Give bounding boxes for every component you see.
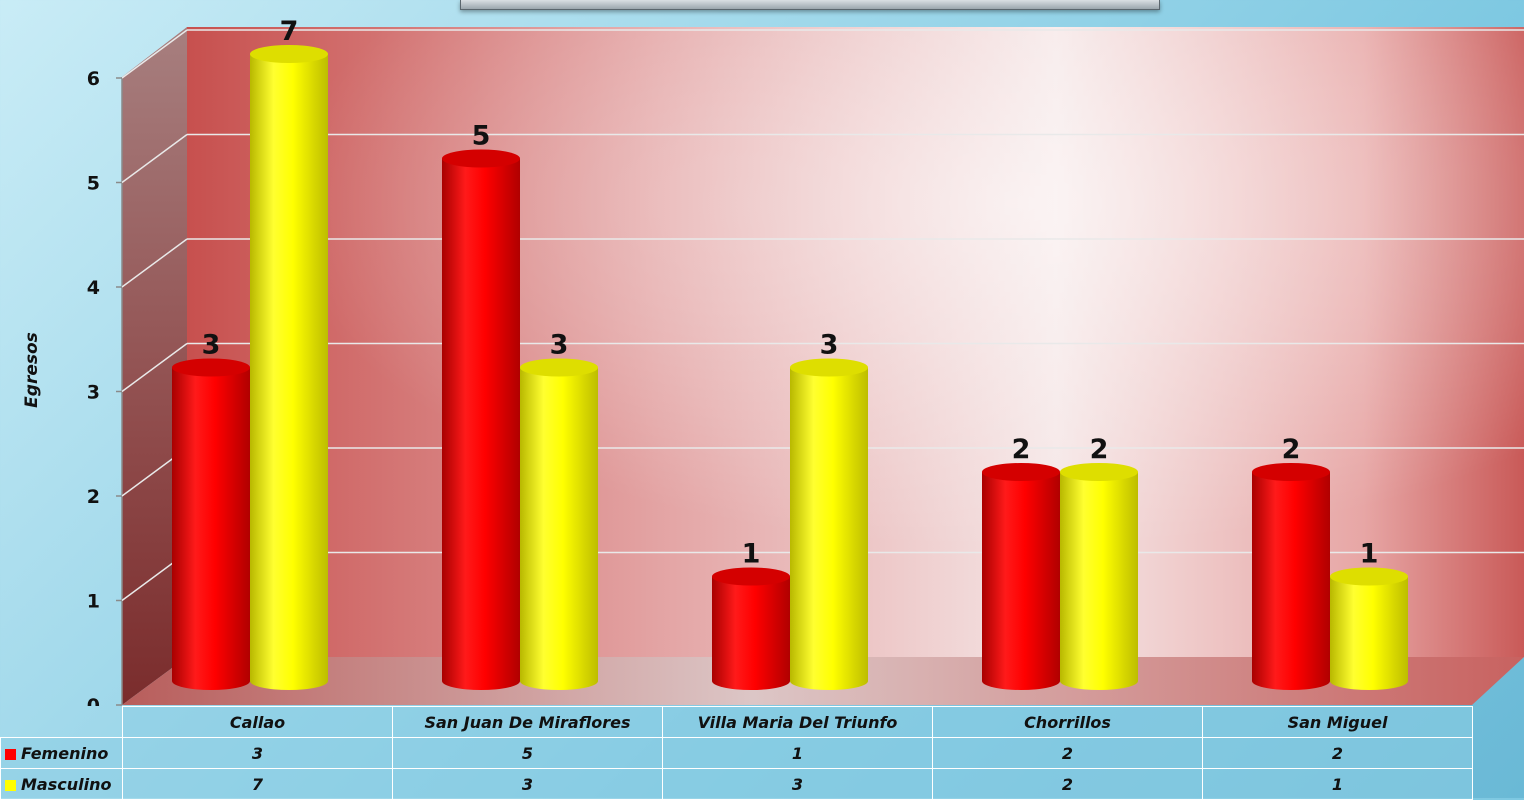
bar-masculino xyxy=(790,358,868,690)
y-tick-label: 5 xyxy=(87,173,100,195)
gridline xyxy=(121,342,188,393)
data-label: 2 xyxy=(1012,434,1031,465)
data-label: 2 xyxy=(1090,434,1109,465)
y-tick-label: 4 xyxy=(87,277,100,299)
data-label: 3 xyxy=(550,330,569,361)
data-label: 7 xyxy=(280,16,299,47)
bar-chart-3d: 0 1 2 3 4 5 6 Egresos 3 7 5 3 1 3 2 2 2 1 xyxy=(22,16,1524,706)
legend-swatch xyxy=(5,779,16,791)
category-header: Callao xyxy=(122,706,393,738)
table-row: Femenino 3 5 1 2 2 xyxy=(0,737,1473,769)
bars xyxy=(172,45,1408,690)
table-cell: 5 xyxy=(392,737,663,769)
table-cell: 3 xyxy=(662,768,933,800)
bar-masculino xyxy=(1060,463,1138,690)
y-tick-label: 6 xyxy=(87,68,100,90)
category-header: Chorrillos xyxy=(932,706,1203,738)
series-legend-cell: Masculino xyxy=(0,768,123,800)
table-cell: 7 xyxy=(122,768,393,800)
table-cell: 2 xyxy=(1202,737,1473,769)
gridline xyxy=(121,133,188,184)
y-tick-label: 0 xyxy=(87,695,100,706)
category-header: San Miguel xyxy=(1202,706,1473,738)
data-labels: 3 7 5 3 1 3 2 2 2 1 xyxy=(202,16,1379,570)
series-name: Masculino xyxy=(21,774,112,794)
table-cell: 1 xyxy=(1202,768,1473,800)
data-label: 1 xyxy=(742,539,761,570)
data-label: 2 xyxy=(1282,434,1301,465)
table-cell: 3 xyxy=(122,737,393,769)
bar-masculino xyxy=(1330,567,1408,690)
bar-femenino xyxy=(442,149,520,690)
series-name: Femenino xyxy=(21,743,109,763)
category-header: San Juan De Miraflores xyxy=(392,706,663,738)
bar-femenino xyxy=(1252,463,1330,690)
data-label: 1 xyxy=(1360,539,1379,570)
table-cell: 3 xyxy=(392,768,663,800)
y-axis-label: Egresos xyxy=(22,332,42,408)
title-bar-remnant xyxy=(460,0,1160,10)
series-legend-cell: Femenino xyxy=(0,737,123,769)
data-label: 5 xyxy=(472,121,491,152)
table-corner xyxy=(1,707,123,738)
table-cell: 2 xyxy=(932,737,1203,769)
y-tick-label: 1 xyxy=(87,591,100,613)
data-table: Callao San Juan De Miraflores Villa Maria … xyxy=(0,706,1473,800)
y-tick-label: 3 xyxy=(87,382,100,404)
table-row: Masculino 7 3 3 2 1 xyxy=(0,768,1473,800)
bar-femenino xyxy=(172,358,250,690)
bar-femenino xyxy=(982,463,1060,690)
table-cell: 1 xyxy=(662,737,933,769)
legend-swatch xyxy=(5,748,16,760)
bar-femenino xyxy=(712,567,790,690)
category-header: Villa Maria Del Triunfo xyxy=(662,706,933,738)
gridline xyxy=(121,29,188,79)
table-cell: 2 xyxy=(932,768,1203,800)
data-label: 3 xyxy=(820,330,839,361)
gridline xyxy=(121,238,188,288)
bar-masculino xyxy=(250,45,328,690)
bar-masculino xyxy=(520,358,598,690)
data-label: 3 xyxy=(202,330,221,361)
side-wall xyxy=(122,27,187,705)
y-tick-label: 2 xyxy=(87,486,100,508)
y-axis-ticks: 0 1 2 3 4 5 6 xyxy=(87,68,122,706)
